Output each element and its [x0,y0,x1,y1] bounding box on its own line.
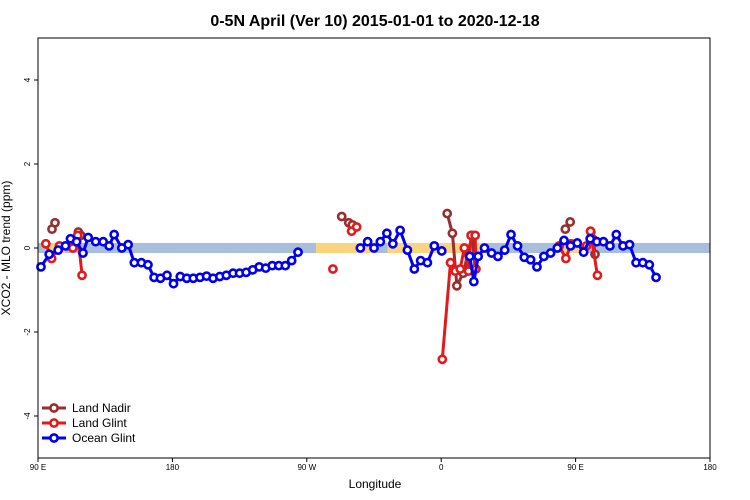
ocean-glint-point [473,251,484,262]
ocean-glint-point [499,245,510,255]
ocean-glint-point [395,225,406,236]
land-glint-point [437,354,448,365]
land-nadir-point [560,224,571,234]
ocean-glint-point [53,245,64,255]
legend-marker-ocean-glint [49,433,59,443]
ocean-glint-point [83,232,94,243]
ocean-glint-point [71,236,82,247]
ocean-glint-point [644,259,655,270]
land-nadir-point [565,217,576,227]
ocean-glint-point [479,243,490,253]
y-tick-label: -4 [23,412,32,420]
ocean-glint-point [355,243,366,253]
ocean-glint-point [293,247,303,258]
ocean-glint-point [422,257,433,268]
x-tick-label: 0 [439,463,444,472]
plot-frame [37,37,711,459]
y-tick-label: -2 [23,328,32,336]
legend-label-land-nadir: Land Nadir [72,401,131,415]
land-glint-point [560,253,571,264]
ocean-glint-point [545,248,556,258]
x-tick-label: 90 E [567,463,583,472]
ocean-glint-point [104,240,115,251]
ocean-glint-point [362,236,373,247]
land-glint-point [328,264,338,274]
ocean-glint-point [109,229,120,240]
ocean-glint-point [44,249,55,260]
ocean-glint-point [464,251,475,262]
x-axis: 90 E 180 90 W 0 90 E 180 [30,458,717,472]
ocean-glint-point [552,243,563,253]
ocean-glint-point [286,255,297,266]
y-tick-label: 4 [23,77,32,82]
land-nadir-point [451,280,462,291]
y-axis-label: XCO2 - MLO trend (ppm) [0,181,13,316]
ocean-glint-point [525,254,536,265]
ocean-glint-point [624,239,635,250]
ocean-glint-point [90,236,101,247]
land-glint-point [77,270,87,281]
legend-marker-land-glint [49,418,59,428]
land-glint-point [351,222,362,232]
x-tick-label: 90 E [30,463,46,472]
ocean-glint-point [493,251,503,262]
legend-label-land-glint: Land Glint [72,416,127,430]
ocean-glint-point [436,246,447,256]
legend-label-ocean-glint: Ocean Glint [72,431,136,445]
ocean-glint-point [375,236,386,247]
x-tick-label: 180 [703,463,717,472]
land-nadir-point [50,217,60,228]
x-tick-label: 180 [166,463,180,472]
ocean-glint-point [168,278,179,289]
ocean-glint-point [429,240,440,251]
ocean-glint-point [651,272,661,283]
land-glint-point [455,264,466,274]
ocean-glint-point [78,248,88,258]
ocean-glint-point [611,229,622,240]
chart-title: 0-5N April (Ver 10) 2015-01-01 to 2020-1… [210,13,539,30]
ocean-glint-point [143,259,153,270]
land-nadir-point [336,211,347,222]
ocean-glint-point [123,239,134,250]
ocean-glint-point [578,247,589,258]
land-glint-point [470,230,481,241]
ocean-glint-point [598,236,609,247]
x-tick-label: 90 W [297,463,316,472]
ocean-glint-point [512,240,523,251]
y-tick-label: 0 [23,245,32,250]
land-glint-point [459,243,470,253]
land-nadir-point [447,228,458,239]
land-glint-point [592,270,603,281]
ocean-glint-point [369,243,379,253]
land-band [315,242,375,254]
series-ocean-glint [36,225,661,289]
y-axis: -4 -2 0 2 4 [23,77,38,420]
ocean-glint-point [572,238,583,248]
land-glint-point [445,257,456,268]
ocean-glint-point [280,260,291,271]
series-layer [36,208,661,365]
ocean-glint-point [559,235,569,246]
ocean-glint-point [60,240,71,251]
ocean-glint-point [162,270,172,281]
land-glint-point [40,238,51,249]
ocean-glint-point [506,229,516,240]
land-nadir-point [442,208,453,219]
land-glint-point [585,226,596,237]
ocean-glint-point [36,261,46,272]
ocean-glint-point [532,261,542,272]
y-tick-label: 2 [23,161,32,166]
ocean-glint-point [468,276,479,287]
legend-marker-land-nadir [49,403,59,413]
ocean-glint-point [402,245,413,255]
ocean-glint-point [409,264,420,274]
ocean-glint-point [387,238,398,249]
x-axis-label: Longitude [349,477,402,491]
ocean-glint-point [605,240,615,251]
ocean-glint-point [381,228,392,239]
